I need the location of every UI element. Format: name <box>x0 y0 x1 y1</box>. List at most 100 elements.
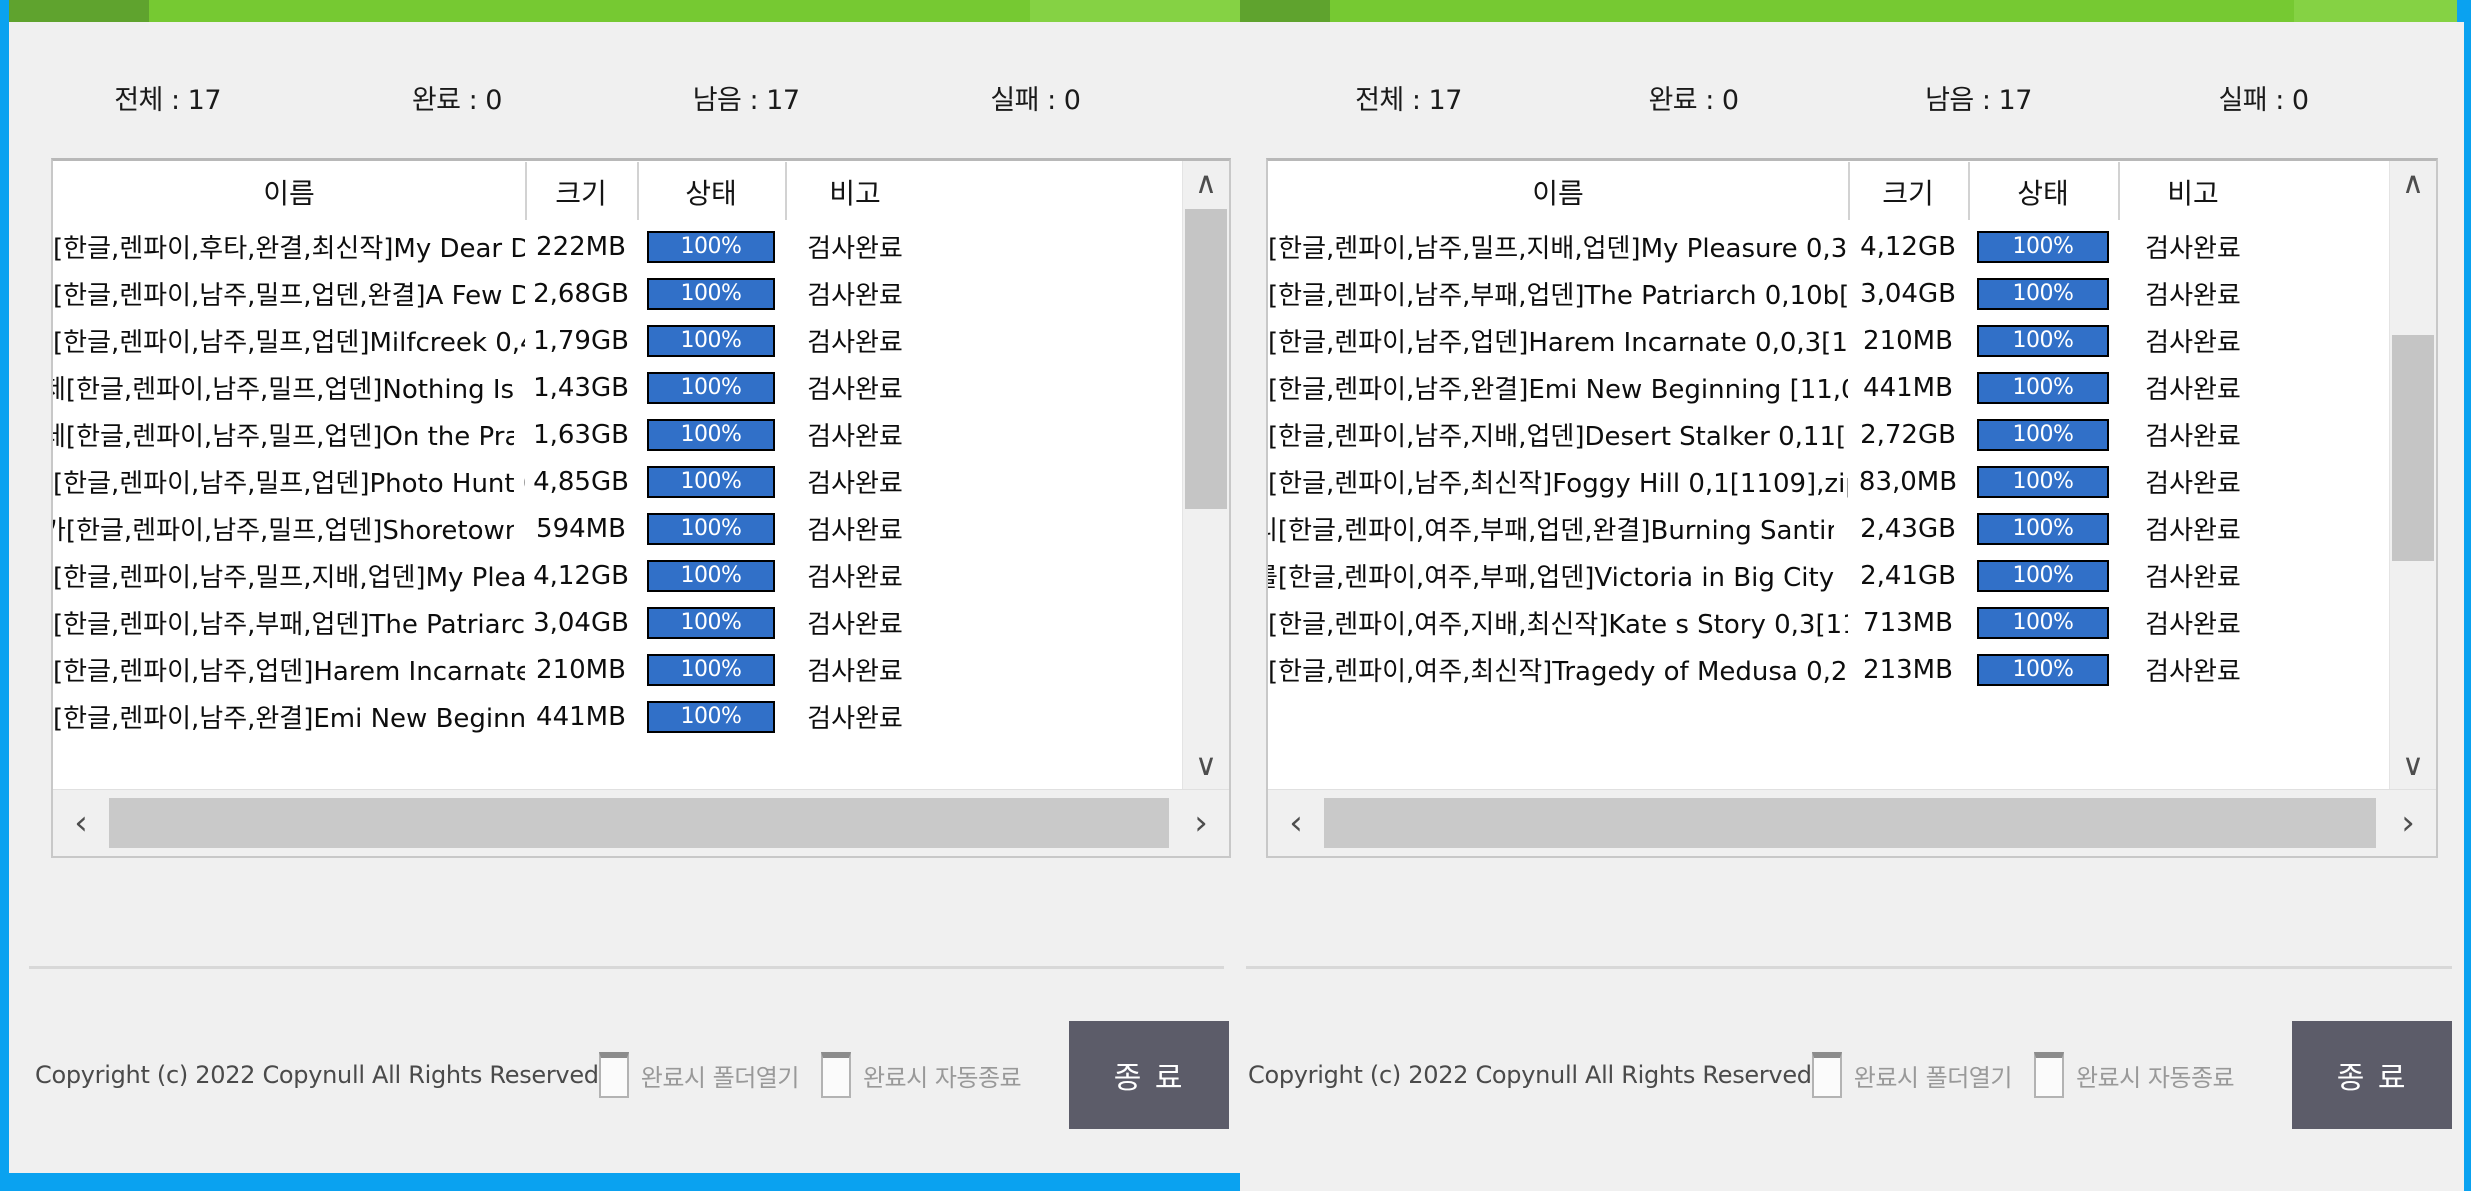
cell-file-name: [한글,렌파이,남주,밀프,업덴,완결]A Few Days [11,09],z… <box>53 275 525 312</box>
cell-file-size: 2,68GB <box>533 278 629 309</box>
column-header-row: 이름 크기 상태 비고 <box>1268 161 2389 223</box>
cell-file-name: [한글,렌파이,후타,완결,최신작]My Dear Diary Futa des… <box>53 228 525 265</box>
hscroll-thumb[interactable] <box>1324 798 2376 848</box>
progress-bar-fill <box>649 279 773 308</box>
vscroll-track[interactable] <box>2390 207 2436 743</box>
hscroll-thumb[interactable] <box>109 798 1169 848</box>
cell-file-size: 1,63GB <box>533 419 629 450</box>
checkbox-auto-exit[interactable] <box>2033 1052 2064 1098</box>
table-row[interactable]: [한글,렌파이,남주,부패,업덴]The Patriarch 0,10b[11,… <box>1268 270 2389 317</box>
cell-progress: 100% <box>637 418 785 451</box>
table-row[interactable]: [한글,렌파이,남주,밀프,업덴,완결]A Few Days [11,09],z… <box>53 270 1182 317</box>
chevron-left-icon[interactable]: ‹ <box>74 803 88 843</box>
table-row[interactable]: [한글,렌파이,남주,부패,업덴]The Patriarch 0,10b[11,… <box>53 599 1182 646</box>
chevron-left-icon[interactable]: ‹ <box>1289 803 1303 843</box>
table-row[interactable]: 가[한글,렌파이,남주,밀프,업덴]Shoretown Saga 0,11a[1… <box>53 505 1182 552</box>
table-row[interactable]: [한글,렌파이,후타,완결,최신작]My Dear Diary Futa des… <box>53 223 1182 270</box>
column-header-size[interactable]: 크기 <box>525 162 637 220</box>
progress-bar-label: 100% <box>680 280 742 306</box>
checkbox-open-folder[interactable] <box>598 1052 629 1098</box>
progress-bar-fill <box>649 420 773 449</box>
cell-file-name: [한글,렌파이,남주,지배,업덴]Desert Stalker 0,11[11,… <box>1268 416 1848 453</box>
hscroll-track[interactable] <box>1324 798 2380 848</box>
horizontal-scrollbar[interactable]: ‹ › <box>53 789 1229 856</box>
cell-file-name: [한글,렌파이,남주,부패,업덴]The Patriarch 0,10b[11,… <box>1268 275 1848 312</box>
hscroll-track[interactable] <box>109 798 1173 848</box>
cell-file-size: 441MB <box>1863 372 1953 403</box>
table-row[interactable]: [한글,렌파이,남주,밀프,지배,업덴]My Pleasure 0,30[11,… <box>53 552 1182 599</box>
column-header-note[interactable]: 비고 <box>785 162 925 220</box>
chevron-down-icon[interactable]: ∨ <box>1195 748 1217 783</box>
table-row[interactable]: [한글,렌파이,남주,밀프,업덴]Photo Hunt 0,15,1[11,09… <box>53 458 1182 505</box>
vscroll-thumb[interactable] <box>2392 335 2434 561</box>
option-open-folder[interactable]: 완료시 폴더열기 <box>1811 1052 2012 1098</box>
vertical-scrollbar[interactable]: ∧ ∨ <box>2389 161 2436 789</box>
option-auto-exit[interactable]: 완료시 자동종료 <box>2033 1052 2235 1098</box>
column-header-name[interactable]: 이름 <box>1532 177 1584 210</box>
cell-file-name: [한글,렌파이,남주,업덴]Harem Incarnate 0,0,3[11,0… <box>1268 322 1848 359</box>
window-right-accent <box>2457 0 2464 22</box>
cell-progress: 100% <box>637 371 785 404</box>
footer-bar: Copyright (c) 2022 Copynull All Rights R… <box>1240 1000 2464 1150</box>
progress-bar: 100% <box>1977 371 2109 404</box>
vscroll-thumb[interactable] <box>1185 209 1227 509</box>
table-row[interactable]: [한글,렌파이,여주,지배,최신작]Kate s Story 0,3[11,09… <box>1268 599 2389 646</box>
cell-note: 검사완료 <box>807 469 903 499</box>
progress-bar-label: 100% <box>2012 515 2074 541</box>
progress-segment-mid <box>1330 0 2294 22</box>
vertical-scrollbar[interactable]: ∧ ∨ <box>1182 161 1229 789</box>
checkbox-open-folder[interactable] <box>1811 1052 1842 1098</box>
file-name-text: 리[한글,렌파이,여주,부패,업덴,완결]Burning Santirosa [… <box>1268 516 1834 546</box>
file-grid: 이름 크기 상태 비고 [한글,렌파이,남주,밀프,지배,업덴]My Pleas… <box>1268 161 2389 789</box>
table-row[interactable]: [한글,렌파이,남주,최신작]Foggy Hill 0,1[1109],zip,… <box>1268 458 2389 505</box>
file-name-text: [한글,렌파이,남주,부패,업덴]The Patriarch 0,10b[11,… <box>1268 281 1848 311</box>
cell-note: 검사완료 <box>807 375 903 405</box>
option-auto-exit[interactable]: 완료시 자동종료 <box>820 1052 1022 1098</box>
table-row[interactable]: [한글,렌파이,남주,업덴]Harem Incarnate 0,0,3[11,0… <box>53 646 1182 693</box>
progress-bar: 100% <box>647 700 775 733</box>
cell-file-name: [한글,렌파이,남주,밀프,지배,업덴]My Pleasure 0,30[11,… <box>53 557 525 594</box>
chevron-right-icon[interactable]: › <box>1194 803 1208 843</box>
vscroll-track[interactable] <box>1183 207 1229 743</box>
progress-segment-mid <box>149 0 1030 22</box>
table-row[interactable]: [한글,렌파이,남주,업덴]Harem Incarnate 0,0,3[11,0… <box>1268 317 2389 364</box>
progress-bar-label: 100% <box>2012 562 2074 588</box>
chevron-up-icon[interactable]: ∧ <box>1195 166 1217 201</box>
column-header-state[interactable]: 상태 <box>1968 162 2118 220</box>
table-row[interactable]: [한글,렌파이,남주,밀프,지배,업덴]My Pleasure 0,30[11,… <box>1268 223 2389 270</box>
option-open-folder[interactable]: 완료시 폴더열기 <box>598 1052 799 1098</box>
column-header-state[interactable]: 상태 <box>637 162 785 220</box>
cell-file-size: 3,04GB <box>533 607 629 638</box>
cell-note: 검사완료 <box>2145 469 2241 499</box>
horizontal-scrollbar[interactable]: ‹ › <box>1268 789 2436 856</box>
table-row[interactable]: 제[한글,렌파이,남주,밀프,업덴]Nothing Is Forever 0,5… <box>53 364 1182 411</box>
progress-bar-fill <box>649 467 773 496</box>
checkbox-auto-exit[interactable] <box>820 1052 851 1098</box>
file-list-panel: 이름 크기 상태 비고 [한글,렌파이,후타,완결,최신작]My Dear Di… <box>51 158 1231 858</box>
table-row[interactable]: 를[한글,렌파이,여주,부패,업덴]Victoria in Big City 0… <box>1268 552 2389 599</box>
progress-bar-fill <box>649 561 773 590</box>
chevron-up-icon[interactable]: ∧ <box>2402 166 2424 201</box>
column-header-size[interactable]: 크기 <box>1848 162 1968 220</box>
table-row[interactable]: [한글,렌파이,여주,최신작]Tragedy of Medusa 0,2,2[1… <box>1268 646 2389 693</box>
chevron-down-icon[interactable]: ∨ <box>2402 748 2424 783</box>
table-row[interactable]: [한글,렌파이,남주,완결]Emi New Beginning [11,09],… <box>53 693 1182 740</box>
column-header-name[interactable]: 이름 <box>263 177 315 210</box>
file-name-text: [한글,렌파이,남주,완결]Emi New Beginning [11,09],… <box>53 704 525 734</box>
stats-row: 전체 : 17 완료 : 0 남음 : 17 실패 : 0 <box>9 78 1240 122</box>
table-row[interactable]: [한글,렌파이,남주,완결]Emi New Beginning [11,09],… <box>1268 364 2389 411</box>
progress-bar-label: 100% <box>680 562 742 588</box>
cell-progress: 100% <box>1968 230 2118 263</box>
exit-button[interactable]: 종 료 <box>2292 1021 2453 1129</box>
exit-button[interactable]: 종 료 <box>1069 1021 1230 1129</box>
cell-note: 검사완료 <box>807 281 903 311</box>
table-row[interactable]: 데[한글,렌파이,남주,밀프,업덴]On the Prairie 0,3,0[1… <box>53 411 1182 458</box>
cell-file-size: 1,43GB <box>533 372 629 403</box>
table-row[interactable]: [한글,렌파이,남주,밀프,업덴]Milfcreek 0,4b[11,09],z… <box>53 317 1182 364</box>
cell-file-size: 594MB <box>536 513 626 544</box>
cell-file-size: 2,41GB <box>1860 560 1956 591</box>
table-row[interactable]: [한글,렌파이,남주,지배,업덴]Desert Stalker 0,11[11,… <box>1268 411 2389 458</box>
column-header-note[interactable]: 비고 <box>2118 162 2268 220</box>
table-row[interactable]: 리[한글,렌파이,여주,부패,업덴,완결]Burning Santirosa [… <box>1268 505 2389 552</box>
chevron-right-icon[interactable]: › <box>2401 803 2415 843</box>
